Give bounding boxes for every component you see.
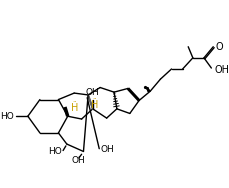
Text: OH: OH — [100, 145, 113, 154]
Text: H: H — [90, 100, 98, 110]
Text: H: H — [70, 103, 78, 113]
Text: HO: HO — [0, 112, 14, 121]
Text: OH: OH — [213, 65, 228, 75]
Text: HO: HO — [48, 147, 62, 156]
Text: OH: OH — [72, 156, 85, 165]
Text: ··: ·· — [72, 99, 76, 105]
Text: O: O — [214, 42, 222, 52]
Text: OH: OH — [85, 88, 99, 97]
Text: ··: ·· — [92, 96, 96, 102]
